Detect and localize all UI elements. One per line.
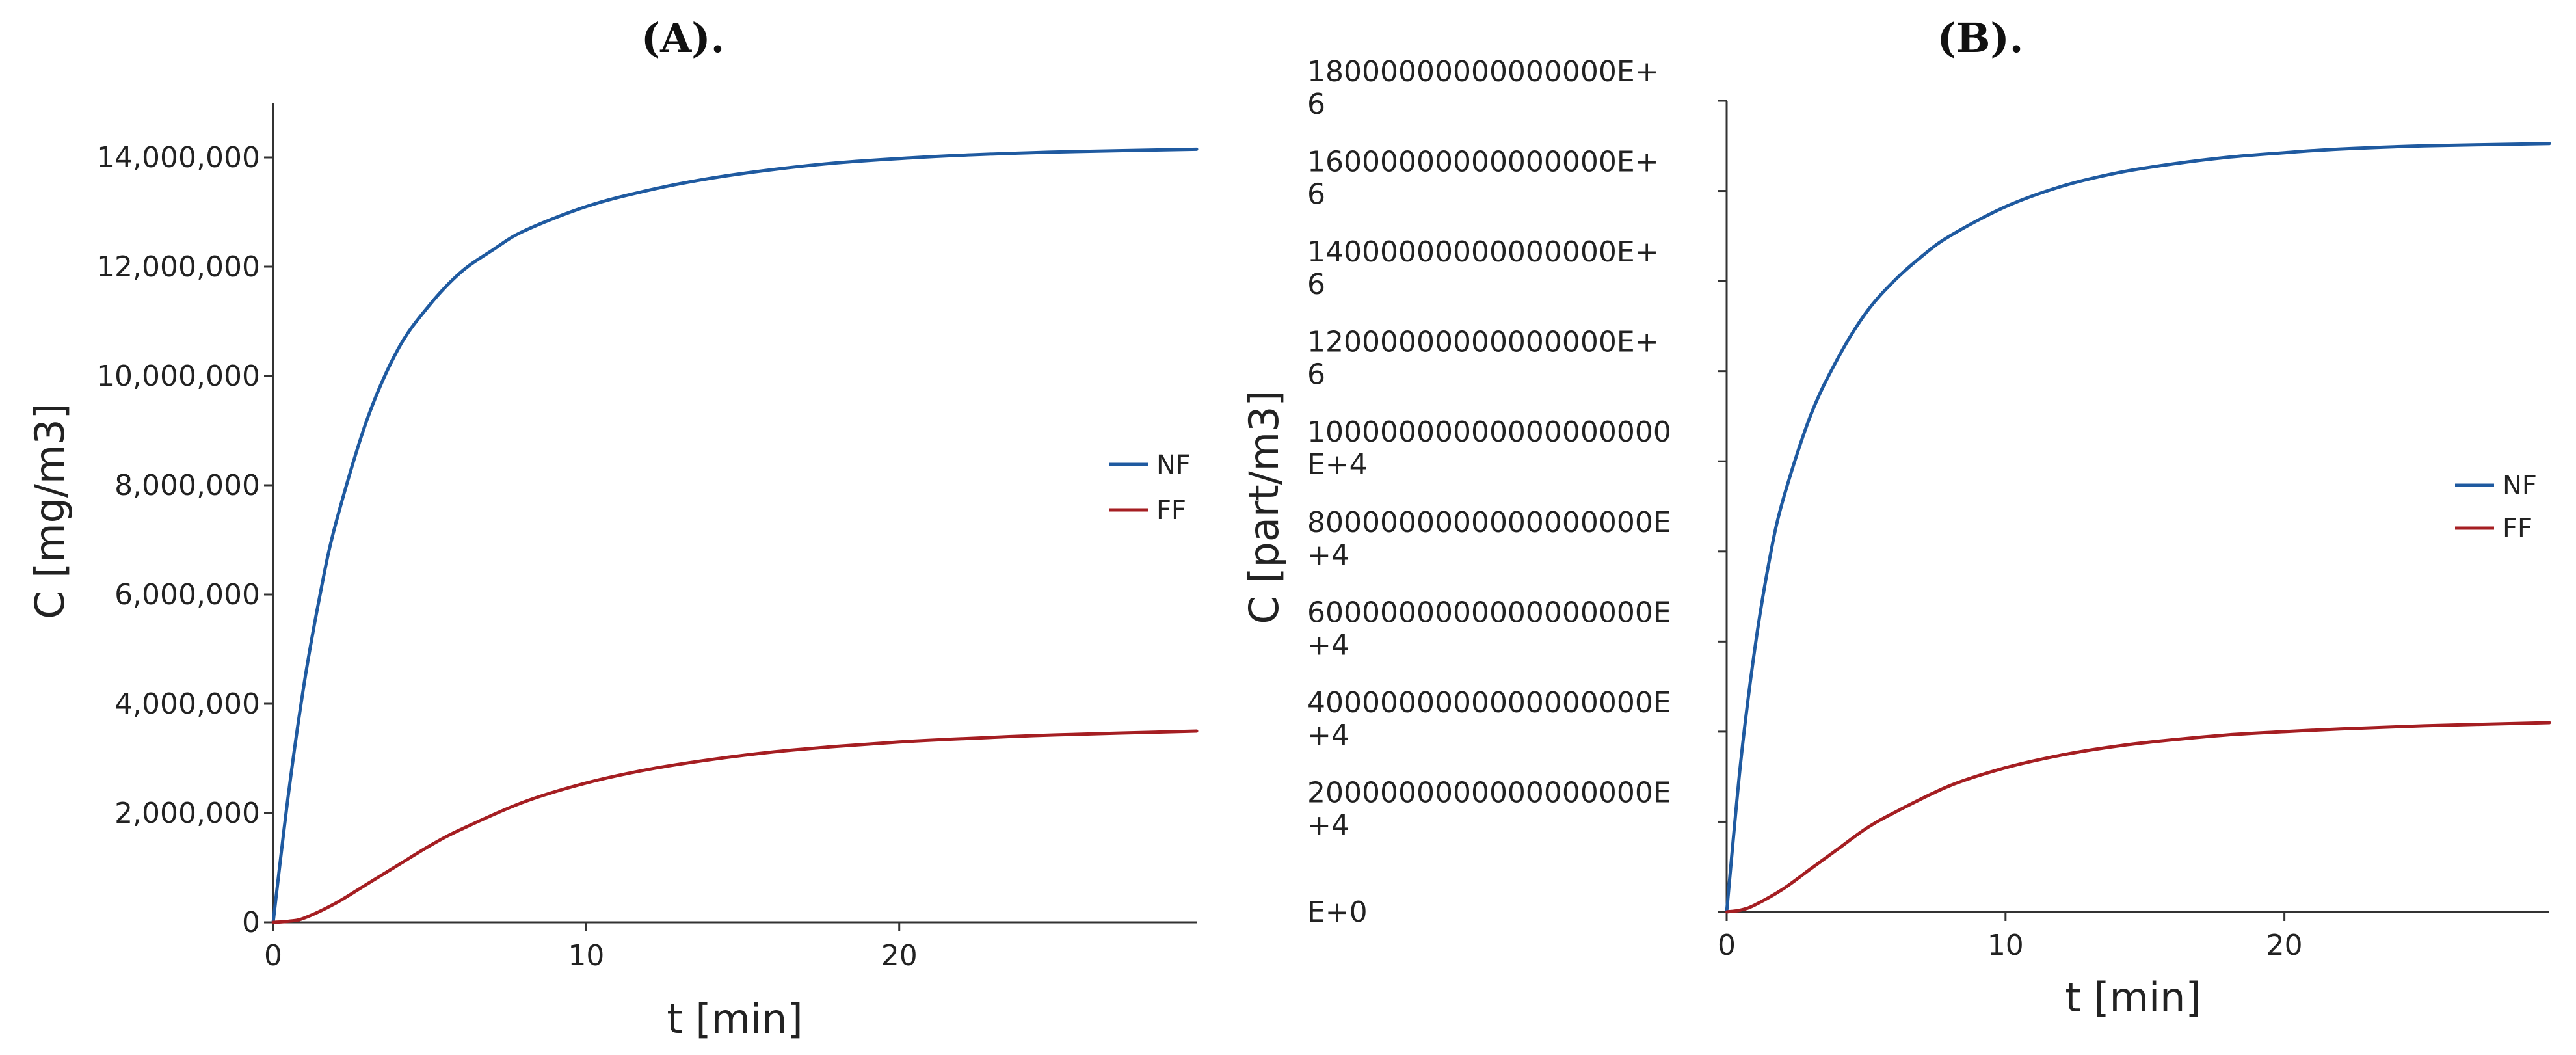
chart-b-y-tick-label: 18000000000000000E+ 6 (1307, 55, 1659, 121)
chart-b-y-tick-label: 6000000000000000000E +4 (1307, 596, 1671, 661)
chart-b-y-tick-label: 8000000000000000000E +4 (1307, 506, 1671, 572)
chart-b-y-tick-label: 10000000000000000000 E+4 (1307, 416, 1671, 481)
chart-b-x-axis-label: t [min] (2065, 974, 2201, 1021)
chart-b-x-ticks: 0 10 20 (1718, 912, 2303, 962)
chart-a-legend-ff-label: FF (1156, 496, 1186, 526)
chart-b-legend: NF FF (2455, 471, 2537, 544)
chart-a-series-ff-line (271, 729, 1199, 924)
chart-a-y-tick-label: 0 (242, 906, 260, 939)
chart-b-series (1725, 142, 2551, 914)
chart-a-x-tick-label: 0 (264, 939, 282, 972)
chart-a-y-axis-label: C [mg/m3] (26, 403, 73, 619)
chart-a-series (271, 147, 1199, 924)
chart-b-y-tick-label: 14000000000000000E+ 6 (1307, 235, 1659, 301)
chart-b-legend-ff-label: FF (2503, 514, 2532, 544)
chart-b-y-axis-label: C [part/m3] (1240, 390, 1288, 624)
chart-b-y-tick-label: 16000000000000000E+ 6 (1307, 146, 1659, 211)
chart-a-legend: NF FF (1109, 450, 1191, 526)
chart-b-y-tick-label: 2000000000000000000E +4 (1307, 776, 1671, 842)
chart-b-series-nf-line (1725, 142, 2551, 914)
chart-a-y-ticks: 0 2,000,000 4,000,000 6,000,000 8,000,000 10,… (96, 141, 273, 939)
chart-a-y-tick-label: 14,000,000 (96, 141, 260, 174)
chart-b-x-tick-label: 0 (1718, 929, 1736, 962)
chart-a-series-nf-line (271, 147, 1199, 924)
chart-a-x-tick-label: 10 (568, 939, 604, 972)
chart-a-x-ticks: 0 10 20 (264, 922, 918, 972)
chart-a-y-tick-label: 8,000,000 (114, 469, 260, 502)
chart-a-title: (A). (641, 14, 724, 62)
chart-b-title: (B). (1937, 14, 2024, 62)
chart-a-y-tick-label: 10,000,000 (96, 360, 260, 393)
chart-a-y-tick-label: 4,000,000 (114, 688, 260, 721)
chart-a-x-axis-label: t [min] (667, 995, 803, 1043)
chart-a-y-tick-label: 12,000,000 (96, 250, 260, 284)
chart-b-x-tick-label: 10 (1987, 929, 2024, 962)
chart-a-legend-nf-label: NF (1156, 450, 1191, 480)
chart-b-y-tick-label: 12000000000000000E+ 6 (1307, 326, 1659, 392)
chart-b-series-ff-line (1725, 721, 2551, 914)
chart-panel-b: (B). E+0 2000000000000000000E +4 4000000000… (1240, 14, 2551, 1021)
chart-b-y-tick-label: 4000000000000000000E +4 (1307, 686, 1671, 752)
chart-b-x-tick-label: 20 (2266, 929, 2303, 962)
chart-b-y-tick-label: E+0 (1307, 896, 1368, 929)
chart-a-y-tick-label: 6,000,000 (114, 578, 260, 611)
chart-b-y-ticks: E+0 2000000000000000000E +4 400000000000000… (1307, 55, 1727, 929)
chart-panel-a: (A). 0 2,000,000 4,000,000 6,000,000 8,000,0… (26, 14, 1199, 1043)
chart-a-x-tick-label: 20 (881, 939, 918, 972)
chart-b-legend-nf-label: NF (2503, 471, 2537, 501)
chart-a-y-tick-label: 2,000,000 (114, 797, 260, 830)
